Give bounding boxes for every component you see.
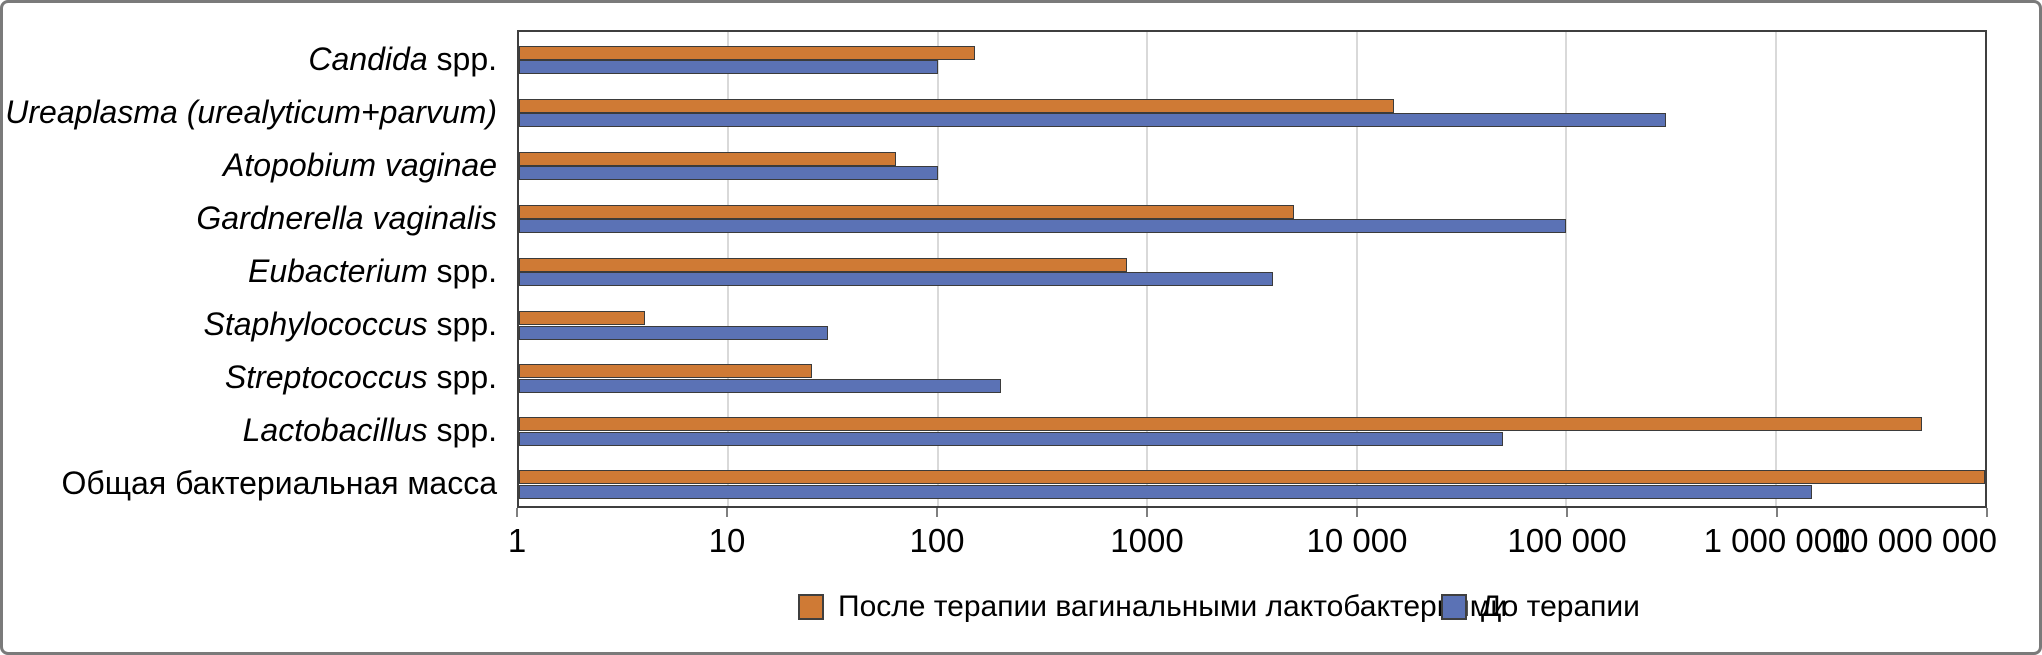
category-label-plain-part: spp. (427, 412, 497, 449)
x-tick-label: 10 (708, 522, 746, 559)
bar-after-therapy (519, 417, 1922, 432)
bar-before-therapy (519, 219, 1567, 234)
legend-label: До терапии (1481, 590, 1640, 623)
gridline (1774, 32, 1777, 506)
bar-before-therapy (519, 378, 1001, 393)
bar-before-therapy (519, 60, 938, 74)
x-tick-label: 1 (507, 522, 527, 559)
bar-after-therapy (519, 257, 1127, 272)
category-label: Streptococcus spp. (3, 361, 497, 393)
legend-item-before-therapy: До терапии (1441, 592, 1640, 622)
x-tick-label: 10 000 000 (1831, 522, 1997, 559)
category-label-italic-part: Eubacterium (247, 252, 428, 289)
bar-after-therapy (519, 204, 1294, 219)
tick-mark (1146, 508, 1148, 517)
bar-after-therapy (519, 151, 896, 166)
category-label-italic-part: Staphylococcus (203, 306, 428, 343)
category-label-plain-part: spp. (427, 359, 497, 396)
category-label: Ureaplasma (urealyticum+parvum) (3, 96, 497, 128)
tick-mark (1356, 508, 1358, 517)
x-tick-label: 100 (909, 522, 965, 559)
category-label: Lactobacillus spp. (3, 414, 497, 446)
x-tick-label: 10 000 (1306, 522, 1408, 559)
legend-swatch-after-therapy (798, 594, 824, 620)
tick-mark (1986, 508, 1988, 517)
bar-before-therapy (519, 325, 829, 340)
legend-swatch-before-therapy (1441, 594, 1467, 620)
category-label-plain-part: spp. (427, 306, 497, 343)
legend-label: После терапии вагинальными лактобактерия… (838, 590, 1508, 623)
legend-item-after-therapy: После терапии вагинальными лактобактерия… (798, 592, 1507, 622)
bar-before-therapy (519, 113, 1667, 128)
x-tick-label: 100 000 (1507, 522, 1627, 559)
category-label-plain-part: Общая бактериальная масса (61, 465, 498, 502)
category-label: Staphylococcus spp. (3, 306, 498, 343)
tick-mark (1776, 508, 1778, 517)
bar-after-therapy (519, 98, 1394, 113)
category-label-italic-part: Gardnerella vaginalis (196, 199, 497, 236)
category-label: Candida spp. (3, 43, 497, 75)
category-label-italic-part: Ureaplasma (urealyticum+parvum) (5, 93, 497, 130)
gridline (1565, 32, 1568, 506)
category-label: Atopobium vaginae (3, 149, 497, 181)
tick-mark (726, 508, 728, 517)
x-tick-label: 1 000 000 (1703, 522, 1851, 559)
bar-before-therapy (519, 272, 1274, 287)
category-label-italic-part: Lactobacillus (242, 412, 428, 449)
bar-after-therapy (519, 311, 646, 326)
category-label-plain-part: spp. (427, 252, 497, 289)
bar-before-therapy (519, 484, 1813, 499)
category-label: Eubacterium spp. (3, 255, 497, 287)
category-label-italic-part: Candida (308, 40, 428, 77)
tick-mark (936, 508, 938, 517)
bar-after-therapy (519, 45, 975, 60)
category-label: Gardnerella vaginalis (3, 202, 497, 234)
tick-mark (516, 508, 518, 517)
bar-before-therapy (519, 431, 1504, 446)
bar-before-therapy (519, 166, 938, 181)
category-label-plain-part: spp. (427, 40, 497, 77)
category-label-italic-part: Streptococcus (224, 359, 428, 396)
category-label: Общая бактериальная масса (3, 465, 498, 502)
bar-after-therapy (519, 470, 1985, 485)
plot-area (517, 30, 1987, 508)
x-tick-label: 1000 (1110, 522, 1184, 559)
category-label-italic-part: Atopobium vaginae (223, 146, 497, 183)
gridline (1146, 32, 1149, 506)
gridline (1355, 32, 1358, 506)
bar-after-therapy (519, 364, 812, 379)
tick-mark (1566, 508, 1568, 517)
